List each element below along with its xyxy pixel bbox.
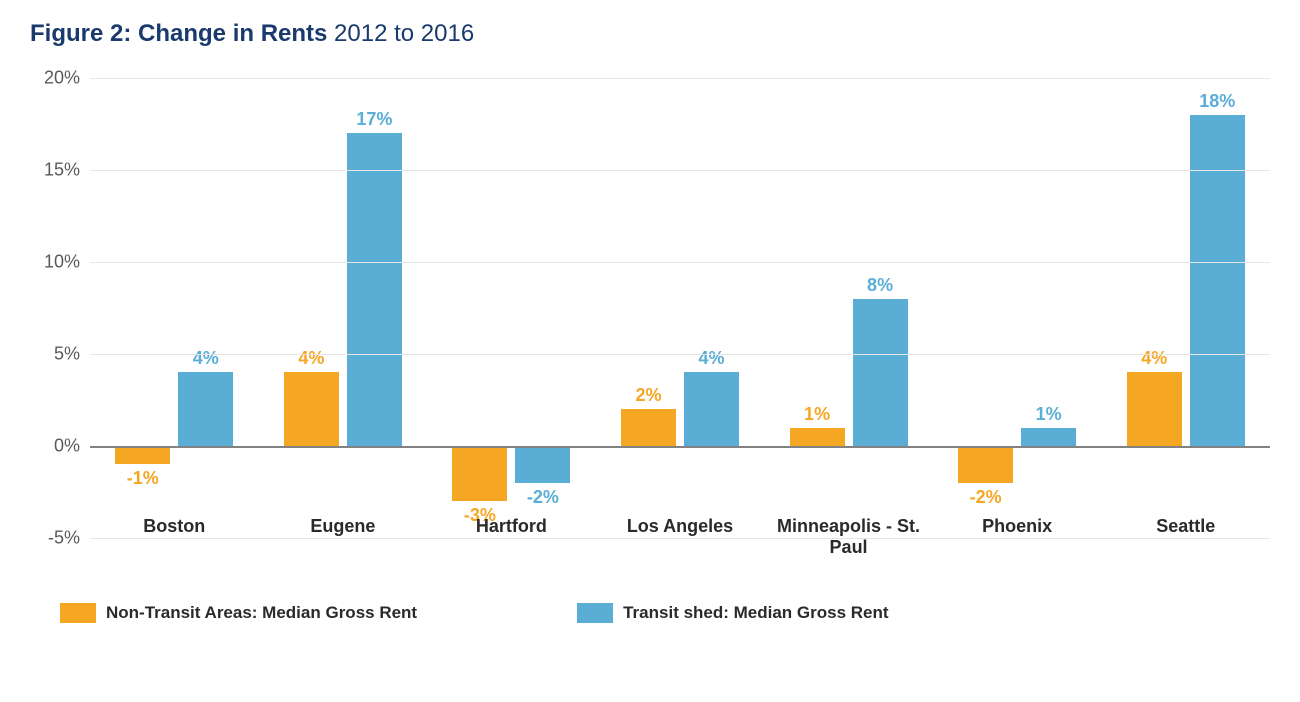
y-tick-label: -5% xyxy=(48,528,80,549)
x-category-label: Phoenix xyxy=(937,516,1097,537)
gridline xyxy=(90,78,1270,79)
bar xyxy=(790,428,845,446)
bar xyxy=(958,446,1013,483)
bar-value-label: 4% xyxy=(193,348,219,369)
legend-swatch xyxy=(577,603,613,623)
bar-value-label: -1% xyxy=(127,468,159,489)
bar-value-label: 2% xyxy=(635,385,661,406)
bar xyxy=(1190,115,1245,446)
bar xyxy=(853,299,908,446)
x-category-label: Eugene xyxy=(263,516,423,537)
x-category-label: Seattle xyxy=(1106,516,1266,537)
gridline xyxy=(90,170,1270,171)
title-suffix: 2012 to 2016 xyxy=(334,20,474,47)
zero-line xyxy=(90,446,1270,448)
x-category-label: Boston xyxy=(94,516,254,537)
legend-swatch xyxy=(60,603,96,623)
y-tick-label: 10% xyxy=(44,252,80,273)
y-tick-label: 20% xyxy=(44,68,80,89)
x-category-label: Los Angeles xyxy=(600,516,760,537)
y-tick-label: 0% xyxy=(54,436,80,457)
bar-value-label: 18% xyxy=(1199,91,1235,112)
bar-value-label: -2% xyxy=(970,487,1002,508)
x-category-label: Minneapolis - St. Paul xyxy=(769,516,929,558)
legend-text: Non-Transit Areas: Median Gross Rent xyxy=(106,603,417,623)
bar-value-label: 1% xyxy=(804,404,830,425)
legend: Non-Transit Areas: Median Gross Rent Tran… xyxy=(30,603,1270,623)
bar xyxy=(284,372,339,446)
plot-area: -1%4%Boston4%17%Eugene-3%-2%Hartford2%4%… xyxy=(90,78,1270,538)
bar-value-label: 4% xyxy=(1141,348,1167,369)
chart-title: Figure 2: Change in Rents 2012 to 2016 xyxy=(30,20,1270,48)
gridline xyxy=(90,354,1270,355)
bar-value-label: 1% xyxy=(1036,404,1062,425)
chart-area: -1%4%Boston4%17%Eugene-3%-2%Hartford2%4%… xyxy=(30,68,1270,588)
gridline xyxy=(90,538,1270,539)
bar xyxy=(347,133,402,446)
bar xyxy=(1021,428,1076,446)
title-main: Change in Rents xyxy=(138,20,327,47)
bar xyxy=(515,446,570,483)
y-tick-label: 5% xyxy=(54,344,80,365)
bar-value-label: 17% xyxy=(356,109,392,130)
bar-value-label: 4% xyxy=(298,348,324,369)
bar xyxy=(621,409,676,446)
bar xyxy=(1127,372,1182,446)
bar-value-label: -2% xyxy=(527,487,559,508)
legend-item: Non-Transit Areas: Median Gross Rent xyxy=(60,603,417,623)
bar xyxy=(452,446,507,501)
bar xyxy=(178,372,233,446)
gridline xyxy=(90,262,1270,263)
bar-value-label: 8% xyxy=(867,275,893,296)
title-prefix: Figure 2: xyxy=(30,20,131,47)
legend-item: Transit shed: Median Gross Rent xyxy=(577,603,888,623)
bar xyxy=(115,446,170,464)
legend-text: Transit shed: Median Gross Rent xyxy=(623,603,888,623)
bar-value-label: 4% xyxy=(698,348,724,369)
x-category-label: Hartford xyxy=(431,516,591,537)
bar xyxy=(684,372,739,446)
y-tick-label: 15% xyxy=(44,160,80,181)
